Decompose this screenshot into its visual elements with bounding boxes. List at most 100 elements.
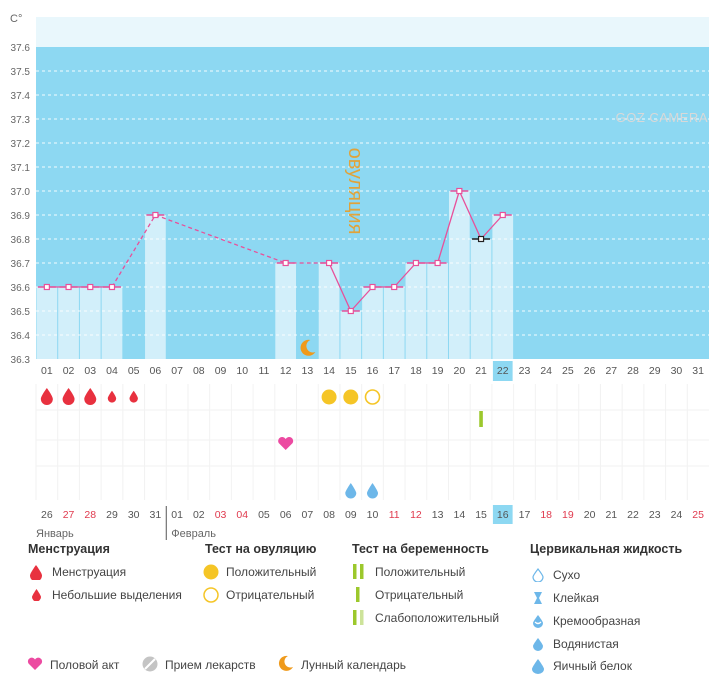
blood-drop-icon <box>129 390 138 403</box>
y-tick-label: 36.9 <box>11 211 31 222</box>
x-day-label: 16 <box>367 365 379 377</box>
cycle-date-label: 10 <box>367 509 379 521</box>
y-tick-label: 36.5 <box>11 307 31 318</box>
cycle-date-label: 24 <box>671 509 683 521</box>
y-tick-label: 36.4 <box>11 331 31 342</box>
temperature-bar <box>145 215 166 359</box>
x-day-label: 26 <box>584 365 596 377</box>
y-tick-label: 36.7 <box>11 259 31 270</box>
x-day-label: 23 <box>519 365 531 377</box>
legend-cervical-sticky: Клейкая <box>553 591 600 605</box>
x-day-label: 19 <box>432 365 444 377</box>
temperature-bar <box>36 287 58 359</box>
temperature-point <box>282 259 289 267</box>
cycle-date-label: 16 <box>497 509 509 521</box>
temperature-point <box>434 259 441 267</box>
cycle-date-label: 02 <box>193 509 205 521</box>
temperature-bar <box>101 287 123 359</box>
ovulation-test-positive-icon <box>343 389 359 405</box>
ovulation-test-negative-icon <box>364 389 381 405</box>
cycle-date-label: 05 <box>258 509 270 521</box>
legend-ovulation-negative: Отрицательный <box>226 588 315 602</box>
cycle-date-label: 15 <box>475 509 487 521</box>
temperature-point <box>369 283 376 291</box>
watermark-text: GOZ CAMERA <box>615 110 708 125</box>
x-day-label: 05 <box>128 365 140 377</box>
legend-sex: Половой акт <box>50 658 120 672</box>
temperature-point <box>65 283 72 291</box>
cycle-date-label: 18 <box>540 509 552 521</box>
legend-lunar: Лунный календарь <box>301 658 407 672</box>
x-day-label: 14 <box>323 365 335 377</box>
temperature-point <box>108 283 116 291</box>
temperature-line-segment <box>393 262 417 288</box>
legend-cervical-title: Цервикальная жидкость <box>530 542 683 556</box>
temperature-bar <box>362 287 383 359</box>
watery-drop-icon <box>367 483 378 499</box>
y-tick-label: 36.6 <box>11 283 31 294</box>
x-day-label: 02 <box>63 365 75 377</box>
cycle-date-label: 01 <box>171 509 183 521</box>
bbt-chart: 36.3 36.4 36.5 36.6 36.7 36.8 36.9 37.0 37.1 37.2… <box>10 13 709 540</box>
y-tick-label: 37.6 <box>11 43 31 54</box>
x-day-label: 15 <box>345 365 357 377</box>
highlight-cycle-date-box <box>492 505 513 524</box>
blood-drop-icon <box>40 388 53 405</box>
chart-svg: 36.3 36.4 36.5 36.6 36.7 36.8 36.9 37.0 37.1 37.2… <box>10 13 709 540</box>
month-label-right: Февраль <box>171 528 216 540</box>
cycle-date-label: 11 <box>389 509 400 521</box>
x-day-label: 31 <box>692 365 704 377</box>
cycle-date-label: 22 <box>627 509 639 521</box>
watery-drop-icon <box>533 638 543 651</box>
cycle-date-label: 23 <box>649 509 661 521</box>
temperature-bar <box>448 191 470 359</box>
x-day-label: 29 <box>649 365 661 377</box>
x-day-label: 04 <box>106 365 118 377</box>
legend-cervical-eggwhite: Яичный белок <box>553 659 632 673</box>
y-tick-label: 37.3 <box>11 115 31 126</box>
temperature-line-segment <box>480 214 504 240</box>
x-day-label: 12 <box>280 365 292 377</box>
x-day-label: 25 <box>562 365 574 377</box>
temperature-point <box>325 259 333 267</box>
temperature-bar <box>383 287 405 359</box>
cycle-date-label: 14 <box>453 509 465 521</box>
heart-icon <box>278 436 294 450</box>
temperature-point <box>43 283 50 291</box>
temperature-point <box>499 211 506 219</box>
legend-menstruation-light: Небольшие выделения <box>52 588 182 602</box>
cycle-date-label: 12 <box>410 509 422 521</box>
creamy-drop-icon <box>533 615 543 628</box>
legend-medicine: Прием лекарств <box>165 658 256 672</box>
plot-top-band <box>36 17 709 47</box>
cycle-date-label: 04 <box>236 509 248 521</box>
x-day-label: 01 <box>41 365 53 377</box>
pregnancy-test-icon <box>479 411 483 427</box>
legend-cervical-watery: Водянистая <box>553 637 619 651</box>
highlight-day-box <box>492 361 513 381</box>
moon-icon <box>300 339 316 356</box>
legend-pregnancy-negative: Отрицательный <box>375 588 464 602</box>
legend: Менструация Менструация Небольшие выделе… <box>0 540 720 679</box>
y-tick-label: 37.2 <box>11 139 31 150</box>
cycle-date-label: 06 <box>280 509 292 521</box>
cycle-date-label: 20 <box>584 509 596 521</box>
y-axis-label: C° <box>10 13 22 25</box>
yellow-circle-filled-icon <box>203 564 219 580</box>
cycle-date-label: 08 <box>323 509 335 521</box>
temperature-bar <box>470 239 492 359</box>
x-day-label: 22 <box>497 365 509 377</box>
x-day-label: 28 <box>627 365 639 377</box>
cycle-date-label: 19 <box>562 509 574 521</box>
cycle-date-label: 09 <box>345 509 357 521</box>
moon-icon <box>278 655 293 671</box>
cycle-date-label: 17 <box>519 509 531 521</box>
y-tick-label: 37.0 <box>11 187 31 198</box>
x-day-label: 24 <box>540 365 552 377</box>
cycle-date-label: 26 <box>41 509 53 521</box>
y-tick-label: 36.8 <box>11 235 31 246</box>
y-tick-label: 37.5 <box>11 67 31 78</box>
blood-drop-icon <box>84 388 97 405</box>
x-day-label: 10 <box>236 365 248 377</box>
legend-ovulation-title: Тест на овуляцию <box>205 542 317 556</box>
